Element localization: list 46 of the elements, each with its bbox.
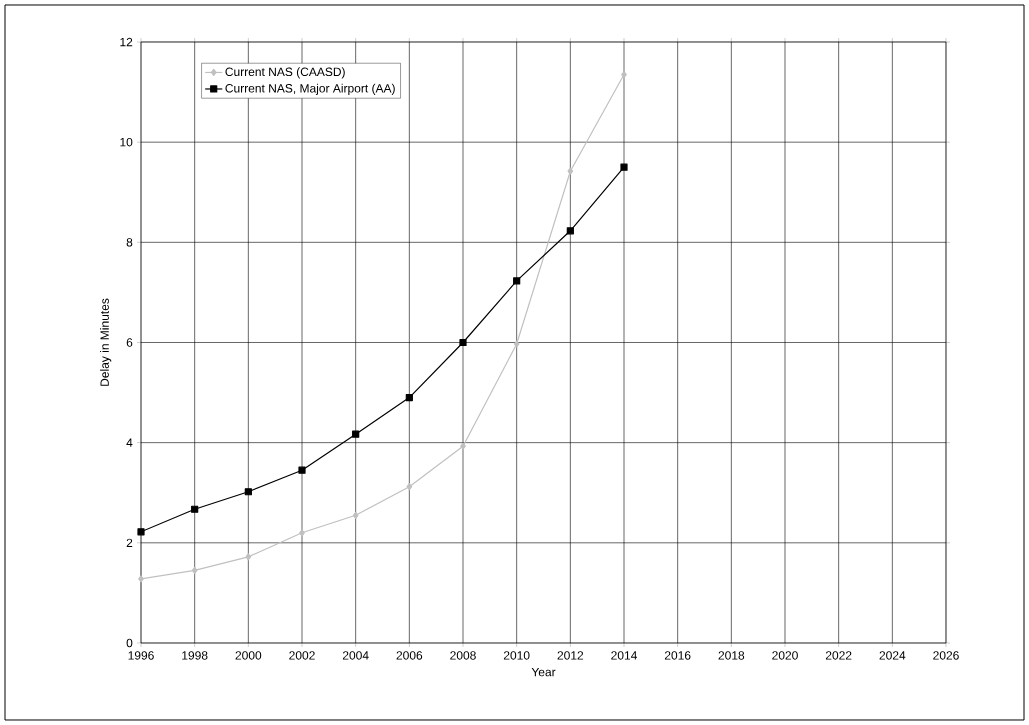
- x-axis-title: Year: [531, 667, 556, 677]
- x-tick-label: 2016: [664, 651, 691, 660]
- point: [191, 566, 198, 574]
- point: [299, 529, 305, 537]
- y-tick-label: 12: [120, 37, 133, 47]
- point: [138, 575, 144, 583]
- point: [620, 163, 628, 171]
- y-tick-label: 2: [126, 538, 133, 548]
- y-tick-label: 0: [126, 638, 133, 648]
- point: [513, 277, 521, 285]
- x-tick-label: 2020: [772, 651, 798, 660]
- x-tick-label: 2002: [289, 651, 315, 660]
- legend-label: Current NAS (CAASD): [225, 67, 345, 79]
- point: [137, 528, 145, 536]
- legend-label: Current NAS, Major Airport (AA): [225, 83, 395, 95]
- point: [352, 430, 360, 438]
- x-tick-label: 2008: [450, 651, 476, 660]
- point: [298, 466, 306, 474]
- x-tick-label: 2018: [718, 651, 745, 660]
- x-tick-label: 2024: [879, 651, 906, 660]
- point: [405, 393, 413, 402]
- x-tick-label: 2022: [825, 651, 852, 660]
- point: [513, 340, 520, 348]
- point: [567, 167, 574, 175]
- x-tick-label: 2006: [396, 651, 423, 660]
- x-tick-label: 2004: [342, 651, 369, 660]
- point: [406, 483, 413, 491]
- y-tick-label: 4: [126, 438, 133, 447]
- x-tick-label: 1998: [182, 651, 208, 660]
- x-tick-label: 2010: [503, 651, 530, 660]
- point: [245, 553, 252, 561]
- x-tick-label: 2000: [235, 651, 262, 660]
- point: [244, 488, 252, 496]
- point: [566, 227, 574, 235]
- point: [460, 442, 466, 450]
- y-axis-title: Delay in Minutes: [100, 298, 112, 386]
- y-tick-label: 10: [120, 137, 133, 147]
- x-tick-label: 2014: [611, 651, 637, 660]
- x-tick-label: 2012: [557, 651, 584, 660]
- point: [352, 511, 359, 519]
- point: [191, 505, 199, 513]
- y-tick-label: 8: [126, 238, 133, 247]
- x-tick-label: 2026: [933, 651, 959, 660]
- y-tick-label: 6: [126, 338, 133, 347]
- point: [459, 338, 467, 347]
- x-tick-label: 1996: [128, 651, 154, 660]
